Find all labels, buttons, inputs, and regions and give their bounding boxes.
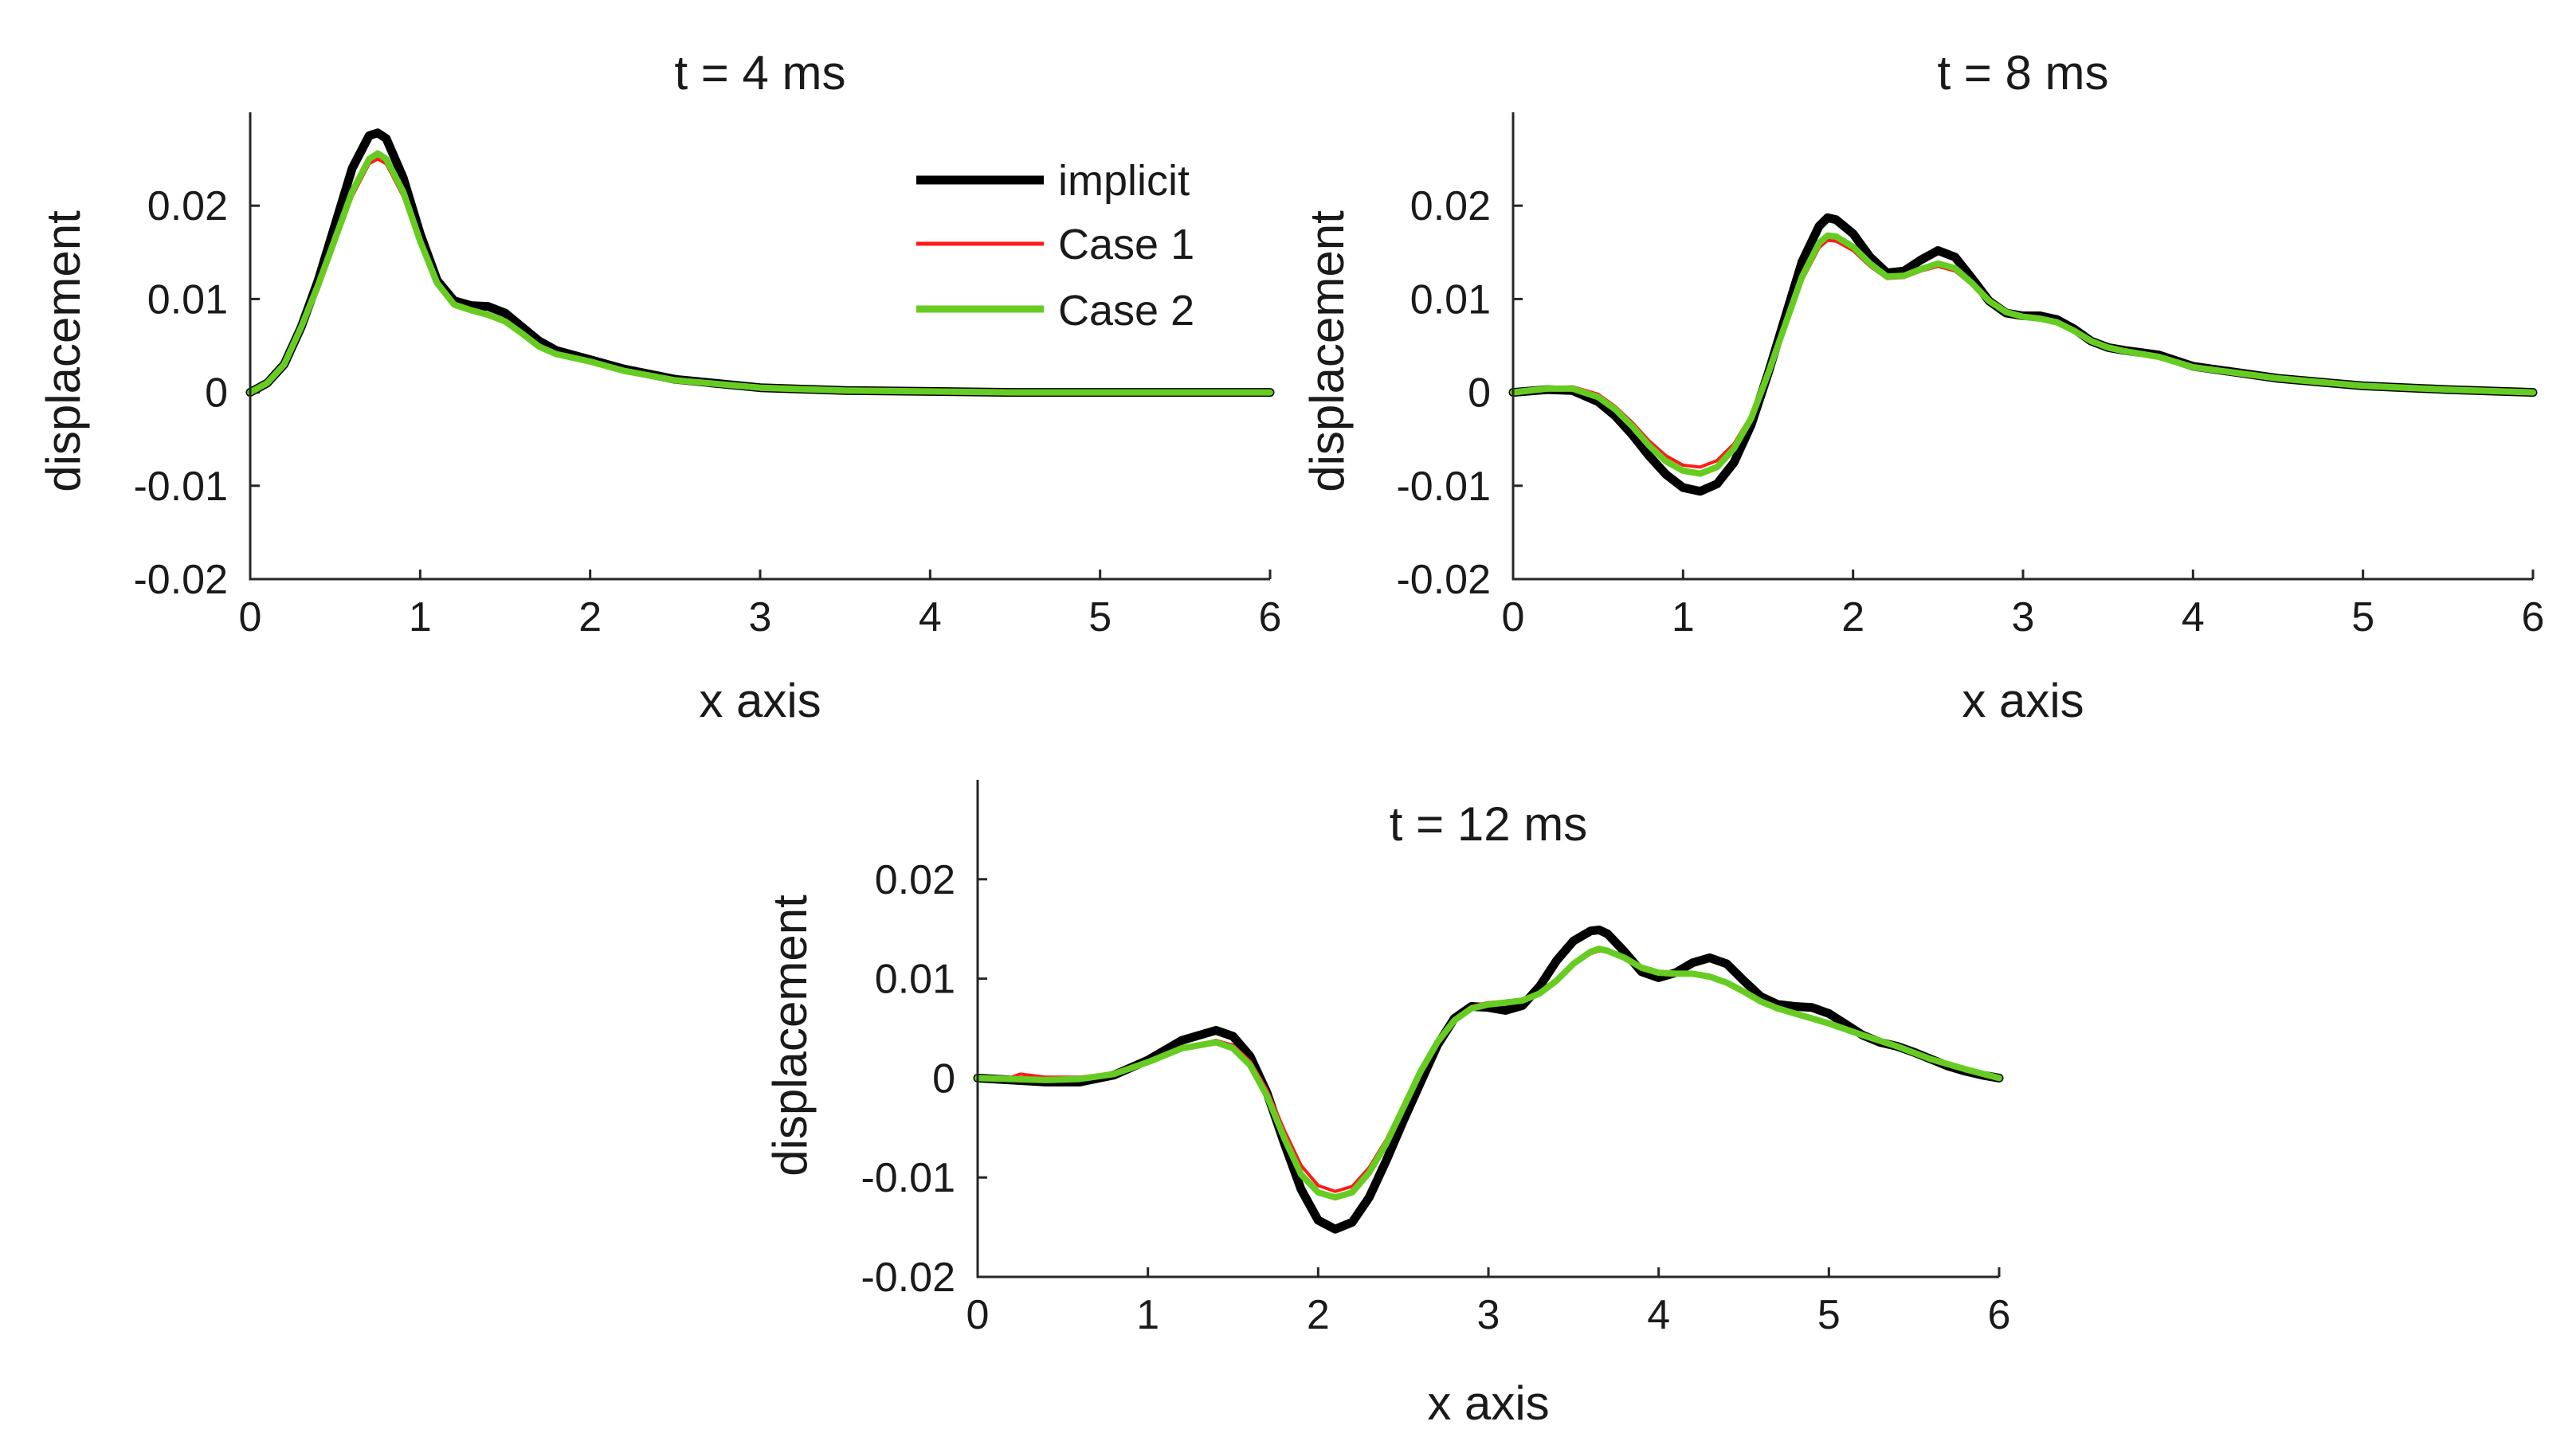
panel-t12-xlabel: x axis [1427,1376,1549,1430]
panel-t4-ticks: 0 1 2 3 4 5 6 -0.02 -0.01 0 0.01 0.02 [133,183,1281,640]
panel-t12-ytick-label-1: -0.01 [861,1155,955,1201]
panel-t4-ytick-label-2: 0 [205,370,228,417]
panel-t8-ylabel: displacement [1300,210,1354,492]
panel-t8: t = 8 ms displacement x axis 0 1 2 3 4 5 6 -0.0… [1300,46,2544,727]
panel-t12-ytick-label-0: -0.02 [861,1255,955,1301]
panel-t4-axes [249,112,1270,581]
panel-t4-ytick-label-0: -0.02 [133,557,228,603]
panel-t12-series-case-2 [974,946,2002,1201]
panel-t12-xtick-label-4: 4 [1647,1292,1670,1338]
panel-t12-xtick-label-3: 3 [1477,1292,1500,1338]
panel-t12-ytick-label-2: 0 [932,1055,955,1102]
panel-t8-ticks: 0 1 2 3 4 5 6 -0.02 -0.01 0 0.01 0.02 [1396,183,2544,640]
legend-label-case1: Case 1 [1058,221,1194,268]
panel-t4: t = 4 ms displacement x axis 0 1 2 3 4 5 6 -0.0… [37,46,1281,727]
panel-t8-xtick-label-4: 4 [2182,594,2205,640]
panel-t4-xtick-label-4: 4 [919,594,942,640]
panel-t12-lines [973,925,2004,1234]
panel-t4-xtick-label-2: 2 [578,594,602,640]
legend-label-implicit: implicit [1058,157,1190,205]
panel-t4-xtick-label-1: 1 [409,594,432,640]
panel-t12-xtick-label-2: 2 [1307,1292,1330,1338]
panel-t8-axes [1511,112,2533,581]
panel-t8-ytick-label-2: 0 [1468,370,1491,417]
panel-t4-ylabel: displacement [37,210,90,492]
panel-t4-ytick-label-3: 0.01 [147,276,228,323]
panel-t4-xtick-label-6: 6 [1259,594,1282,640]
panel-t8-xtick-label-6: 6 [2522,594,2545,640]
panel-t8-ytick-label-0: -0.02 [1396,557,1491,603]
panel-t12-ytick-label-4: 0.02 [875,857,955,903]
panel-t8-xtick-label-1: 1 [1672,594,1695,640]
panel-t8-ytick-label-1: -0.01 [1396,464,1491,510]
panel-t4-ytick-label-1: -0.01 [133,464,228,510]
panel-t4-xtick-label-0: 0 [239,594,262,640]
panel-t4-title: t = 4 ms [674,46,845,100]
panel-t12: t = 12 ms displacement x axis 0 1 2 3 4 5 6 -0.… [763,780,2010,1430]
panel-t12-ylabel: displacement [763,895,817,1177]
panel-t8-xlabel: x axis [1962,674,2084,727]
panel-t12-ytick-label-3: 0.01 [875,957,955,1003]
panel-t8-series-implicit [1508,213,2538,496]
panel-t8-series-case-2 [1510,232,2536,477]
panel-t8-xtick-label-5: 5 [2351,594,2374,640]
panel-t4-ytick-label-4: 0.02 [147,183,228,229]
panel-t12-ticks: 0 1 2 3 4 5 6 -0.02 -0.01 0 0.01 0.02 [861,857,2010,1338]
panel-t4-xtick-label-3: 3 [749,594,772,640]
panel-t12-series-implicit [973,925,2004,1234]
panel-t12-axes [976,780,1999,1278]
panel-t4-xlabel: x axis [699,674,821,727]
panel-t4-series-case-2 [247,150,1273,396]
panel-t12-xtick-label-5: 5 [1817,1292,1841,1338]
panel-t4-xtick-label-5: 5 [1088,594,1112,640]
panel-t8-ytick-label-3: 0.01 [1410,276,1491,323]
panel-t8-title: t = 8 ms [1937,46,2108,100]
panel-t12-xtick-label-0: 0 [966,1292,990,1338]
panel-t8-lines [1508,213,2538,496]
panel-t8-ytick-label-4: 0.02 [1410,183,1491,229]
panel-t8-xtick-label-3: 3 [2012,594,2035,640]
panel-t12-title: t = 12 ms [1390,797,1587,851]
panel-t12-xtick-label-6: 6 [1988,1292,2011,1338]
legend-label-case2: Case 2 [1058,287,1194,335]
panel-t8-xtick-label-2: 2 [1841,594,1864,640]
panel-t4-lines [245,128,1275,397]
panel-t8-xtick-label-0: 0 [1502,594,1525,640]
legend: implicit Case 1 Case 2 [916,157,1194,335]
panel-t8-series-case-1 [1511,238,2535,469]
panel-t12-xtick-label-1: 1 [1136,1292,1159,1338]
